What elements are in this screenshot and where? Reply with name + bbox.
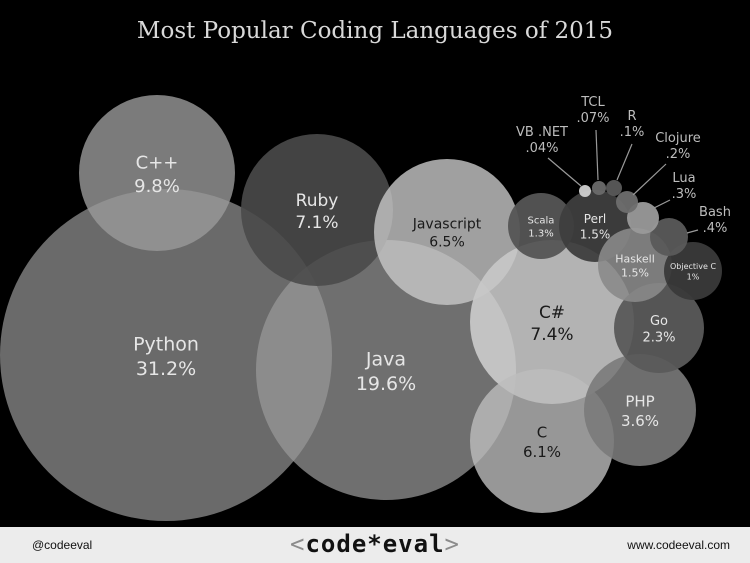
codeeval-logo: <code*eval> — [0, 530, 750, 558]
label-bash: Bash — [699, 205, 731, 220]
footer-bar: @codeeval <code*eval> www.codeeval.com — [0, 527, 750, 563]
bubble-python — [0, 189, 332, 521]
bubble-clojure — [616, 191, 638, 213]
value-clojure: .2% — [666, 147, 691, 162]
value-c: 9.8% — [134, 176, 180, 197]
bubble-c — [470, 369, 614, 513]
value-ruby: 7.1% — [295, 213, 338, 233]
leader-line-bash — [686, 229, 699, 234]
label-objective-c: Objective C — [670, 262, 716, 271]
logo-bracket-right: > — [444, 530, 460, 558]
bubble-javascript — [374, 159, 520, 305]
bubble-bash — [650, 218, 688, 256]
label-ruby: Ruby — [296, 191, 339, 211]
bubble-c — [79, 95, 235, 251]
footer-url[interactable]: www.codeeval.com — [627, 538, 730, 552]
bubble-tcl — [592, 181, 606, 195]
bubble-c — [470, 240, 634, 404]
label-lua: Lua — [672, 171, 695, 186]
bubble-chart: Python 31.2% Java 19.6% C++9.8% C#7.4% Ruby7.1… — [0, 95, 731, 521]
leader-line-lua — [653, 199, 671, 209]
label-scala: Scala — [528, 216, 555, 227]
bubble-r — [606, 180, 622, 196]
value-c: 7.4% — [530, 325, 573, 345]
label-vb-net: VB .NET — [516, 125, 568, 140]
bubble-lua — [627, 202, 659, 234]
label-c: C — [537, 423, 547, 441]
value-python: 31.2% — [136, 358, 196, 380]
chart-title: Most Popular Coding Languages of 2015 — [136, 18, 614, 44]
value-haskell: 1.5% — [621, 267, 649, 280]
value-lua: .3% — [672, 187, 697, 202]
value-php: 3.6% — [621, 412, 659, 430]
label-php: PHP — [625, 392, 654, 410]
value-scala: 1.3% — [528, 229, 553, 240]
label-go: Go — [650, 314, 668, 329]
leader-line-tcl — [595, 129, 599, 181]
value-java: 19.6% — [356, 373, 416, 395]
value-objective-c: 1% — [687, 272, 700, 281]
bubble-go — [614, 283, 704, 373]
bubble-java — [256, 240, 516, 500]
logo-text: code*eval — [305, 530, 445, 558]
leader-line-clojure — [632, 163, 667, 196]
label-javascript: Javascript — [412, 217, 482, 233]
bubble-scala — [508, 193, 574, 259]
label-c: C++ — [136, 153, 179, 174]
label-perl: Perl — [584, 212, 606, 226]
value-bash: .4% — [703, 221, 728, 236]
label-python: Python — [133, 333, 199, 355]
value-go: 2.3% — [642, 331, 675, 346]
logo-bracket-left: < — [290, 530, 306, 558]
label-java: Java — [365, 348, 406, 370]
label-haskell: Haskell — [615, 252, 655, 265]
label-c: C# — [539, 303, 565, 323]
value-c: 6.1% — [523, 443, 561, 461]
bubble-php — [584, 354, 696, 466]
footer-handle[interactable]: @codeeval — [32, 538, 93, 552]
value-perl: 1.5% — [580, 228, 611, 242]
leader-line-r — [616, 143, 633, 181]
bubble-ruby — [241, 134, 393, 286]
value-tcl: .07% — [576, 111, 609, 126]
label-r: R — [627, 109, 636, 124]
leader-line-vb-net — [547, 157, 582, 187]
label-tcl: TCL — [580, 95, 605, 110]
value-r: .1% — [620, 125, 645, 140]
value-vb-net: .04% — [525, 141, 558, 156]
label-clojure: Clojure — [655, 131, 701, 146]
bubble-vb-net — [579, 185, 591, 197]
bubble-objective-c — [664, 242, 722, 300]
value-javascript: 6.5% — [429, 235, 465, 251]
